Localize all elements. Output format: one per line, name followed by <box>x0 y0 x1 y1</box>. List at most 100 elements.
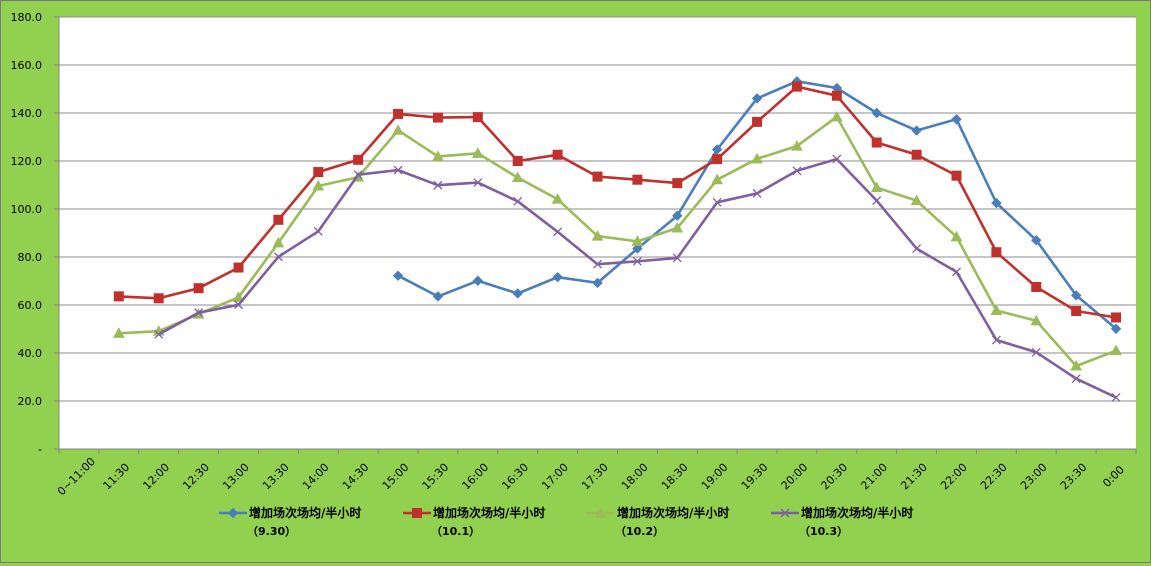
data-point <box>471 147 484 158</box>
data-point <box>950 230 963 242</box>
data-point <box>153 293 164 304</box>
series-line <box>118 85 1117 319</box>
data-point <box>272 236 285 248</box>
y-axis-tick-labels: - 20.0 40.0 60.0 80.0 100.0 120.0 140.0 160.0 180… <box>11 11 43 456</box>
legend: 增加场次场均/半小时 （9.30） 增加场次场均/半小时 （10.1） 增加场次场均/半… <box>219 505 913 538</box>
data-point <box>911 149 922 160</box>
legend-label: 增加场次场均/半小时 <box>801 505 913 520</box>
data-point <box>872 196 882 206</box>
x-tick-label: 23:00 <box>1018 461 1050 493</box>
data-point <box>672 210 683 221</box>
data-point <box>1070 359 1083 371</box>
legend-label-date: （10.2） <box>615 525 664 538</box>
series-lines <box>112 76 1122 402</box>
x-tick-label: 13:30 <box>260 461 292 493</box>
data-point <box>473 178 483 188</box>
legend-marker <box>780 508 790 518</box>
series-line <box>118 115 1117 368</box>
x-tick-label: 21:30 <box>898 461 930 493</box>
data-point <box>1031 282 1042 292</box>
data-point <box>912 244 922 254</box>
data-point <box>234 300 243 310</box>
data-point <box>711 144 723 155</box>
data-point <box>671 221 684 233</box>
data-point <box>871 137 882 148</box>
legend-marker <box>595 506 607 518</box>
data-point <box>951 170 962 181</box>
x-tick-label: 16:30 <box>499 461 531 493</box>
data-point <box>511 171 524 183</box>
data-point <box>751 93 763 104</box>
gridlines <box>54 16 1137 454</box>
x-tick-label: 19:00 <box>699 461 731 493</box>
x-tick-label: 18:00 <box>619 461 651 493</box>
data-point <box>592 171 603 182</box>
x-tick-label: 17:30 <box>579 461 611 493</box>
data-point <box>392 270 404 281</box>
data-point <box>991 335 1001 345</box>
legend-label-date: （10.1） <box>431 525 480 538</box>
legend-marker <box>412 508 422 518</box>
data-point <box>711 173 724 185</box>
data-point <box>353 170 363 180</box>
data-point <box>392 124 404 135</box>
x-tick-label: 14:00 <box>300 461 332 493</box>
legend-label: 增加场次场均/半小时 <box>617 505 729 520</box>
data-point <box>273 252 283 262</box>
y-tick-label: 140.0 <box>11 107 43 120</box>
data-point <box>472 112 483 123</box>
data-point <box>433 180 443 190</box>
data-point <box>1030 314 1043 326</box>
data-point <box>1111 392 1121 402</box>
data-point <box>631 235 644 246</box>
data-point <box>910 194 923 206</box>
y-tick-label: 20.0 <box>18 395 43 408</box>
x-tick-label: 15:30 <box>420 461 452 493</box>
y-tick-label: 60.0 <box>18 299 43 312</box>
data-point <box>830 110 843 122</box>
data-point <box>832 154 842 164</box>
x-tick-label: 19:30 <box>739 461 771 493</box>
y-tick-label: 120.0 <box>11 155 43 168</box>
data-point <box>672 178 683 189</box>
data-point <box>592 277 603 289</box>
x-tick-label: 12:30 <box>180 461 212 493</box>
data-point <box>513 196 523 206</box>
x-tick-label: 22:00 <box>938 461 970 493</box>
data-point <box>951 114 962 125</box>
data-point <box>990 304 1003 316</box>
series-4 <box>154 154 1121 402</box>
x-tick-label: 15:00 <box>380 461 412 493</box>
x-tick-label: 20:30 <box>819 461 851 493</box>
data-point <box>792 166 802 176</box>
x-tick-label: 0:00 <box>1100 463 1127 490</box>
x-axis-tick-labels: 0~11:00 11:30 12:00 12:30 13:00 13:30 14:00 14:… <box>55 455 1127 498</box>
data-point <box>1071 374 1081 384</box>
data-point <box>831 90 842 101</box>
data-point <box>472 275 484 286</box>
legend-label: 增加场次场均/半小时 <box>249 505 361 520</box>
data-point <box>113 291 124 302</box>
data-point <box>1110 323 1122 334</box>
y-tick-label: 160.0 <box>11 59 43 72</box>
data-point <box>432 150 444 161</box>
data-point <box>672 253 682 263</box>
data-point <box>632 256 642 266</box>
data-point <box>393 165 403 175</box>
legend-label-date: （9.30） <box>247 525 296 538</box>
data-point <box>193 283 204 294</box>
x-tick-label: 22:30 <box>978 461 1010 493</box>
data-point <box>1111 312 1122 323</box>
data-point <box>552 271 563 283</box>
legend-entry: 增加场次场均/半小时 （10.3） <box>771 505 913 538</box>
data-point <box>991 247 1002 258</box>
data-point <box>1031 347 1041 357</box>
x-tick-label: 0~11:00 <box>55 455 98 498</box>
data-point <box>751 152 763 164</box>
data-point <box>791 140 803 151</box>
x-tick-label: 16:00 <box>460 461 492 493</box>
data-point <box>154 329 164 339</box>
x-tick-label: 12:00 <box>140 461 172 493</box>
